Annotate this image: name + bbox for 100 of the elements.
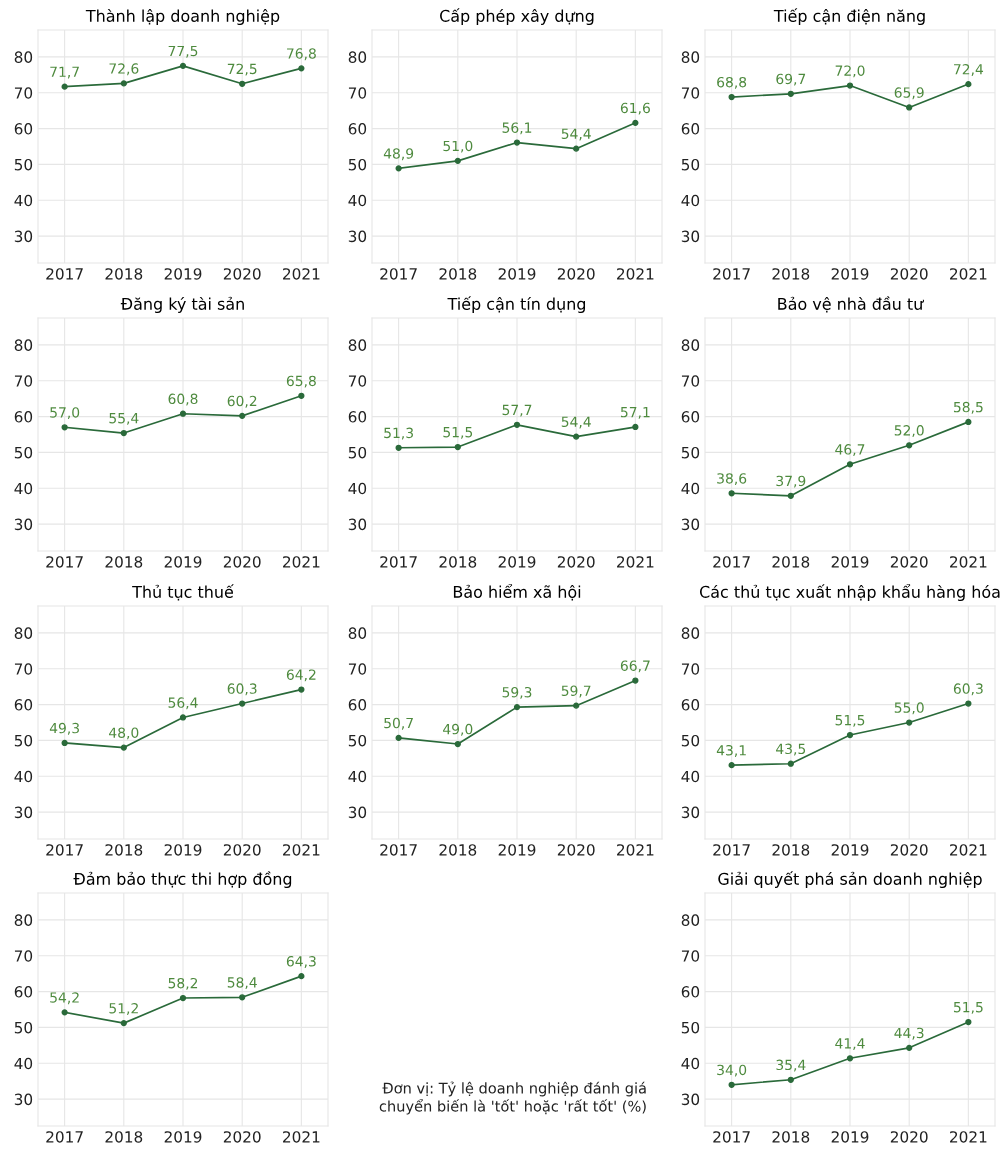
point	[573, 702, 580, 709]
x-tick-label: 2021	[617, 556, 654, 568]
point	[120, 1019, 127, 1027]
point	[61, 83, 68, 90]
y-tick-label: 80	[681, 51, 700, 63]
point	[454, 443, 461, 451]
y-tick-label: 30	[348, 806, 367, 819]
data-label: 51,2	[109, 1002, 138, 1015]
point	[728, 490, 735, 497]
point	[61, 739, 68, 747]
y-tick-label: 40	[14, 1057, 33, 1070]
data-label: 52,0	[894, 425, 924, 438]
data-label: 54,4	[561, 128, 591, 141]
data-label: 35,4	[776, 1059, 806, 1072]
y-tick-label: 60	[681, 699, 700, 711]
chart-title: Các thủ tục xuất nhập khẩu hàng hóa	[699, 583, 1000, 601]
point	[787, 90, 794, 97]
x-tick-label: 2020	[890, 1131, 928, 1143]
y-tick-label: 50	[681, 446, 700, 459]
data-label: 48,9	[383, 148, 414, 161]
point	[454, 157, 461, 164]
x-tick-label: 2018	[105, 268, 143, 280]
y-tick-label: 40	[681, 194, 700, 207]
y-tick-label: 70	[681, 663, 700, 675]
data-label: 71,7	[50, 66, 79, 79]
point	[573, 433, 580, 440]
y-tick-label: 70	[14, 87, 33, 99]
y-tick-label: 30	[14, 230, 33, 243]
point	[728, 1081, 735, 1088]
chart-title: Thủ tục thuế	[132, 584, 234, 601]
y-tick-label: 50	[348, 446, 367, 459]
data-label: 48,0	[109, 727, 139, 740]
x-tick-label: 2019	[164, 556, 202, 568]
y-tick-label: 50	[681, 734, 700, 747]
y-tick-label: 40	[348, 482, 367, 495]
y-tick-label: 80	[14, 51, 33, 63]
y-tick-label: 80	[681, 339, 700, 351]
y-tick-label: 80	[14, 627, 33, 639]
point	[728, 762, 735, 769]
data-label: 59,7	[561, 685, 591, 698]
x-tick-label: 2021	[950, 268, 987, 280]
data-label: 49,3	[49, 722, 79, 735]
data-label: 56,1	[502, 122, 532, 135]
point	[906, 442, 913, 449]
y-tick-label: 70	[14, 375, 33, 387]
x-tick-label: 2020	[223, 268, 261, 280]
y-tick-label: 30	[681, 230, 700, 243]
data-label: 51,0	[443, 140, 473, 153]
data-label: 59,3	[502, 686, 532, 699]
x-tick-label: 2019	[164, 268, 202, 280]
data-label: 46,7	[835, 444, 865, 457]
data-label: 37,9	[776, 475, 806, 488]
x-tick-label: 2018	[105, 844, 143, 856]
data-label: 55,0	[894, 702, 924, 715]
data-label: 66,7	[620, 660, 650, 673]
data-label: 56,4	[168, 697, 198, 710]
y-tick-label: 60	[681, 411, 700, 423]
data-label: 64,3	[286, 956, 316, 968]
data-label: 51,5	[835, 715, 865, 727]
y-tick-label: 30	[14, 518, 33, 531]
x-tick-label: 2020	[890, 844, 928, 856]
y-tick-label: 50	[14, 734, 33, 747]
x-tick-label: 2021	[950, 1131, 987, 1143]
y-tick-label: 60	[14, 123, 33, 135]
y-tick-label: 60	[14, 411, 33, 423]
y-tick-label: 60	[348, 699, 367, 711]
y-tick-label: 70	[681, 375, 700, 387]
data-label: 61,6	[620, 102, 650, 115]
point	[239, 700, 246, 707]
data-label: 60,3	[953, 683, 983, 696]
point	[846, 1055, 854, 1062]
x-tick-label: 2020	[890, 556, 928, 568]
y-tick-label: 50	[14, 158, 33, 171]
point	[846, 731, 854, 739]
point	[61, 1009, 68, 1016]
point	[120, 744, 127, 751]
x-tick-label: 2020	[223, 844, 261, 856]
x-tick-label: 2019	[831, 556, 869, 568]
point	[120, 80, 127, 87]
y-tick-label: 40	[14, 194, 33, 207]
data-label: 58,2	[168, 977, 198, 990]
y-tick-label: 30	[681, 1093, 700, 1106]
point	[513, 139, 521, 146]
point	[239, 994, 246, 1001]
data-label: 54,4	[561, 416, 591, 429]
x-tick-label: 2020	[557, 268, 595, 280]
point	[298, 973, 305, 980]
y-tick-label: 70	[681, 87, 700, 99]
data-label: 60,2	[227, 395, 257, 408]
x-tick-label: 2019	[831, 1131, 869, 1143]
y-tick-label: 70	[348, 87, 367, 99]
x-tick-label: 2018	[772, 268, 810, 280]
point	[787, 492, 794, 499]
x-tick-label: 2017	[713, 268, 750, 280]
x-tick-label: 2018	[439, 556, 477, 568]
x-tick-label: 2017	[380, 556, 417, 568]
point	[239, 80, 246, 87]
y-tick-label: 30	[14, 806, 33, 819]
chart-title: Thành lập doanh nghiệp	[85, 8, 280, 25]
data-label: 68,8	[717, 76, 747, 89]
